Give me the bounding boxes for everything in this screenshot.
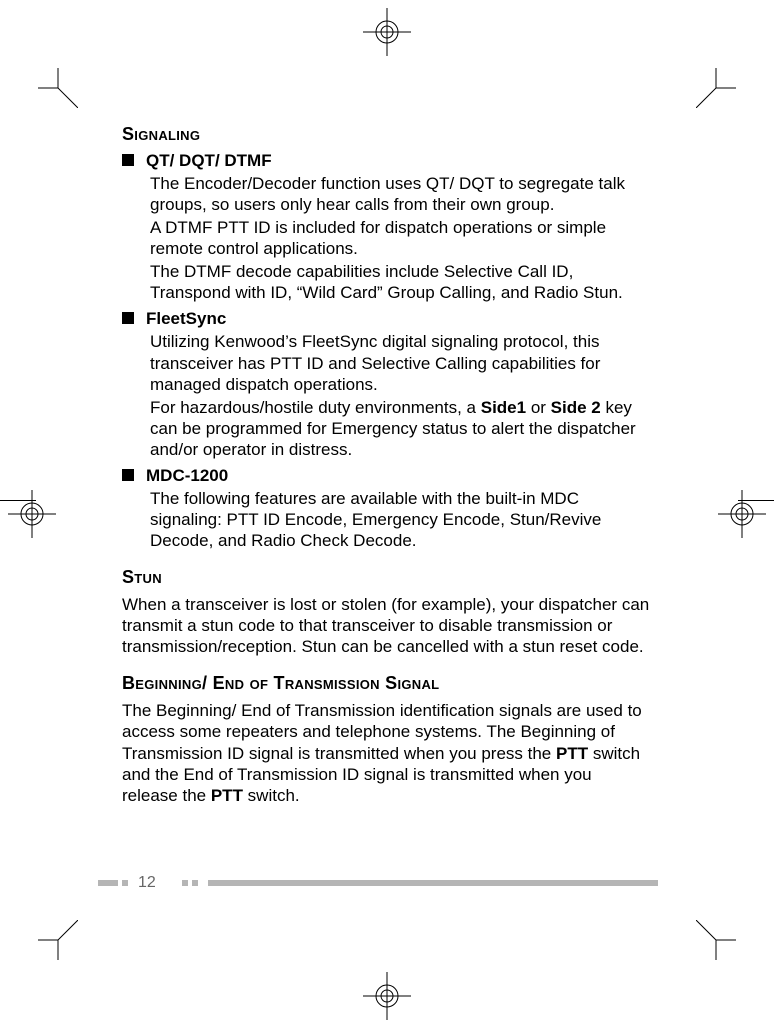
crop-mark-tr [696, 68, 736, 108]
footer-dash-icon [98, 880, 118, 886]
registration-mark-top [363, 8, 411, 56]
paragraph: A DTMF PTT ID is included for dispatch o… [150, 217, 650, 259]
heading-stun: Stun [122, 567, 650, 588]
heading-signaling: Signaling [122, 124, 650, 145]
bold-text: PTT [556, 744, 588, 763]
crop-mark-br [696, 920, 736, 960]
side-tick-right [738, 500, 774, 501]
registration-mark-bottom [363, 972, 411, 1020]
paragraph: For hazardous/hostile duty environments,… [150, 397, 650, 460]
footer-dash-icon [182, 880, 188, 886]
subheading-fleetsync: FleetSync [146, 309, 226, 329]
paragraph: When a transceiver is lost or stolen (fo… [122, 594, 650, 657]
footer-dash-icon [122, 880, 128, 886]
text: For hazardous/hostile duty environments,… [150, 398, 481, 417]
list-item: QT/ DQT/ DTMF [122, 149, 650, 171]
paragraph: Utilizing Kenwood’s FleetSync digital si… [150, 331, 650, 394]
footer-dash-icon [192, 880, 198, 886]
paragraph: The Beginning/ End of Transmission ident… [122, 700, 650, 805]
square-bullet-icon [122, 469, 134, 481]
subheading-qt: QT/ DQT/ DTMF [146, 151, 272, 171]
heading-bet: Beginning/ End of Transmission Signal [122, 673, 650, 694]
text: or [526, 398, 551, 417]
list-item: MDC-1200 [122, 464, 650, 486]
paragraph: The Encoder/Decoder function uses QT/ DQ… [150, 173, 650, 215]
footer-bar [208, 880, 658, 886]
bold-text: PTT [211, 786, 243, 805]
page-content: Signaling QT/ DQT/ DTMF The Encoder/Deco… [122, 124, 650, 806]
side-tick-left [0, 500, 36, 501]
page-number: 12 [138, 874, 156, 892]
crop-mark-tl [38, 68, 78, 108]
paragraph: The DTMF decode capabilities include Sel… [150, 261, 650, 303]
text: switch. [243, 786, 300, 805]
page-footer: 12 [98, 874, 658, 892]
square-bullet-icon [122, 154, 134, 166]
square-bullet-icon [122, 312, 134, 324]
bold-text: Side 2 [551, 398, 601, 417]
crop-mark-bl [38, 920, 78, 960]
paragraph: The following features are available wit… [150, 488, 650, 551]
bold-text: Side1 [481, 398, 526, 417]
list-item: FleetSync [122, 307, 650, 329]
registration-mark-right [718, 490, 766, 538]
subheading-mdc: MDC-1200 [146, 466, 228, 486]
registration-mark-left [8, 490, 56, 538]
